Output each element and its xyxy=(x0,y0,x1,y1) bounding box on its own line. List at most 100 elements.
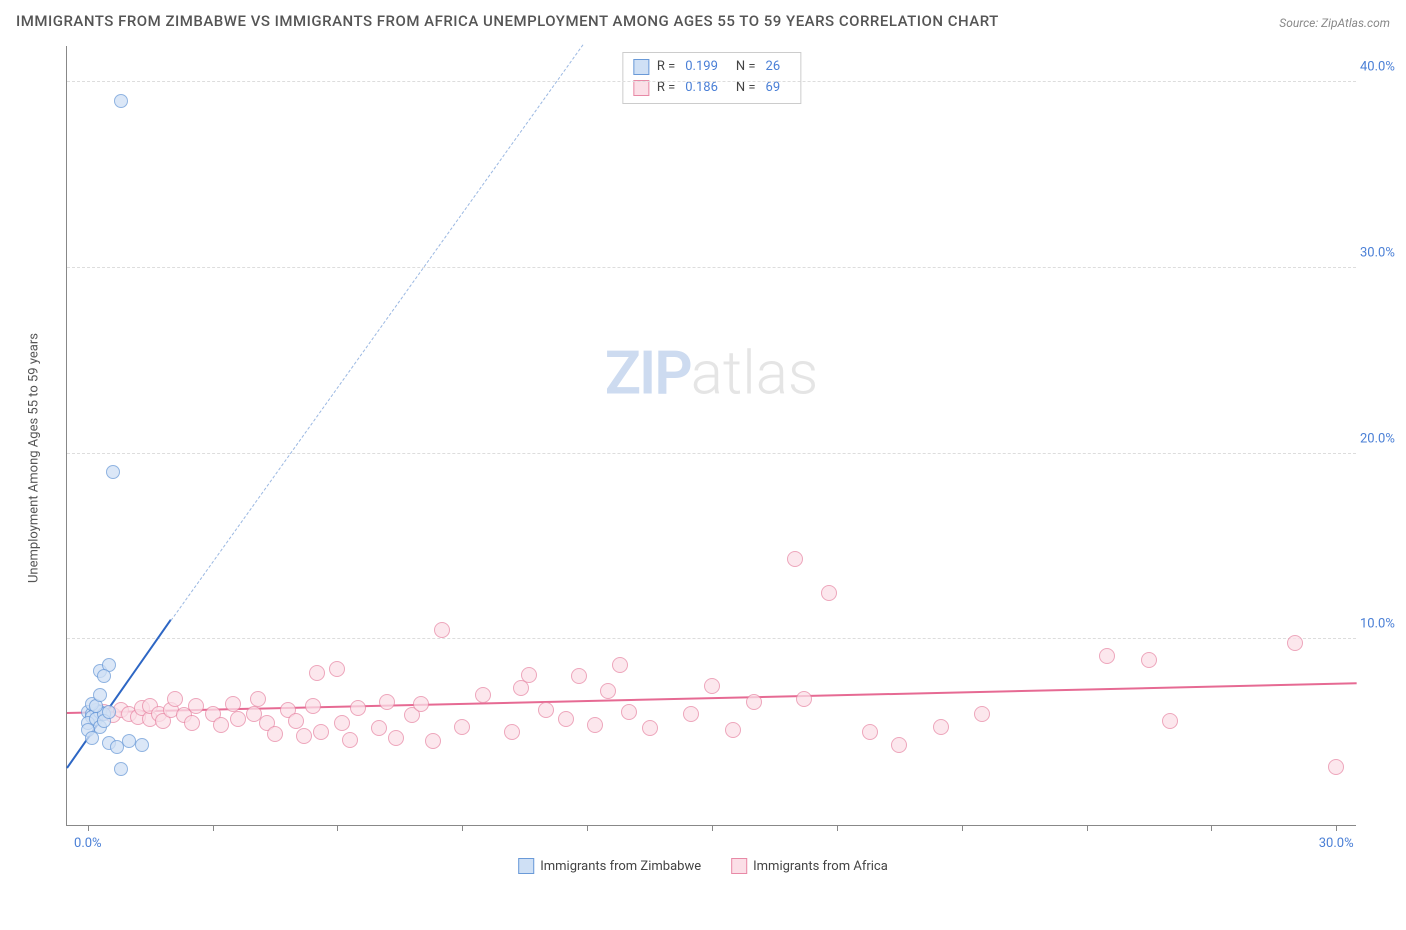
data-point-pink xyxy=(683,706,699,722)
data-point-blue xyxy=(135,738,149,752)
y-tick-label: 20.0% xyxy=(1360,431,1404,446)
gridline xyxy=(67,81,1356,82)
trend-line-extrapolated xyxy=(171,44,584,620)
y-axis-title: Unemployment Among Ages 55 to 59 years xyxy=(27,333,42,583)
plot-region: ZIPatlas R = 0.199 N = 26 R = 0.186 N = … xyxy=(66,46,1356,826)
swatch-blue xyxy=(518,858,534,874)
watermark-zip: ZIP xyxy=(605,338,691,409)
r-label: R = xyxy=(657,57,675,78)
x-minor-tick xyxy=(587,825,588,831)
data-point-pink xyxy=(329,661,345,677)
data-point-pink xyxy=(313,724,329,740)
data-point-pink xyxy=(334,715,350,731)
data-point-pink xyxy=(388,730,404,746)
n-label: N = xyxy=(736,57,756,78)
legend-item-blue: Immigrants from Zimbabwe xyxy=(518,858,701,874)
chart-header: IMMIGRANTS FROM ZIMBABWE VS IMMIGRANTS F… xyxy=(16,12,1390,30)
y-tick-label: 40.0% xyxy=(1360,60,1404,75)
y-tick-label: 30.0% xyxy=(1360,245,1404,260)
gridline xyxy=(67,638,1356,639)
data-point-pink xyxy=(342,732,358,748)
data-point-pink xyxy=(425,733,441,749)
data-point-pink xyxy=(267,726,283,742)
data-point-pink xyxy=(1328,759,1344,775)
data-point-pink xyxy=(305,698,321,714)
data-point-pink xyxy=(891,737,907,753)
data-point-pink xyxy=(521,667,537,683)
x-tick-label: 0.0% xyxy=(74,836,102,851)
legend-label-blue: Immigrants from Zimbabwe xyxy=(540,859,701,874)
data-point-pink xyxy=(230,711,246,727)
watermark: ZIPatlas xyxy=(605,338,819,409)
data-point-pink xyxy=(821,585,837,601)
data-point-pink xyxy=(1287,635,1303,651)
data-point-pink xyxy=(600,683,616,699)
data-point-pink xyxy=(475,687,491,703)
blue-r-value: 0.199 xyxy=(685,57,718,78)
watermark-atlas: atlas xyxy=(691,338,819,409)
source-attribution: Source: ZipAtlas.com xyxy=(1279,16,1390,30)
data-point-pink xyxy=(454,719,470,735)
data-point-pink xyxy=(621,704,637,720)
x-minor-tick xyxy=(213,825,214,831)
data-point-pink xyxy=(642,720,658,736)
data-point-pink xyxy=(184,715,200,731)
x-minor-tick xyxy=(462,825,463,831)
data-point-blue xyxy=(102,705,116,719)
x-minor-tick xyxy=(1211,825,1212,831)
data-point-pink xyxy=(558,711,574,727)
data-point-pink xyxy=(862,724,878,740)
x-minor-tick xyxy=(337,825,338,831)
data-point-pink xyxy=(213,717,229,733)
x-tick-label: 30.0% xyxy=(1319,836,1354,851)
data-point-blue xyxy=(106,465,120,479)
data-point-pink xyxy=(379,694,395,710)
data-point-pink xyxy=(725,722,741,738)
data-point-pink xyxy=(309,665,325,681)
series-legend: Immigrants from Zimbabwe Immigrants from… xyxy=(518,858,888,874)
data-point-pink xyxy=(746,694,762,710)
data-point-pink xyxy=(974,706,990,722)
data-point-pink xyxy=(188,698,204,714)
data-point-pink xyxy=(371,720,387,736)
data-point-pink xyxy=(933,719,949,735)
data-point-blue xyxy=(85,731,99,745)
swatch-pink xyxy=(731,858,747,874)
gridline xyxy=(67,453,1356,454)
data-point-pink xyxy=(250,691,266,707)
chart-area: Unemployment Among Ages 55 to 59 years Z… xyxy=(16,38,1390,878)
data-point-pink xyxy=(787,551,803,567)
stats-legend: R = 0.199 N = 26 R = 0.186 N = 69 xyxy=(622,52,801,104)
data-point-pink xyxy=(587,717,603,733)
data-point-pink xyxy=(350,700,366,716)
data-point-pink xyxy=(704,678,720,694)
gridline xyxy=(67,267,1356,268)
data-point-pink xyxy=(571,668,587,684)
data-point-pink xyxy=(796,691,812,707)
chart-title: IMMIGRANTS FROM ZIMBABWE VS IMMIGRANTS F… xyxy=(16,12,999,30)
legend-label-pink: Immigrants from Africa xyxy=(753,859,888,874)
data-point-pink xyxy=(1141,652,1157,668)
y-tick-label: 10.0% xyxy=(1360,617,1404,632)
data-point-pink xyxy=(434,622,450,638)
data-point-pink xyxy=(1162,713,1178,729)
x-minor-tick xyxy=(962,825,963,831)
data-point-blue xyxy=(93,688,107,702)
legend-item-pink: Immigrants from Africa xyxy=(731,858,888,874)
data-point-pink xyxy=(612,657,628,673)
stats-row-blue: R = 0.199 N = 26 xyxy=(633,57,790,78)
x-minor-tick xyxy=(837,825,838,831)
data-point-pink xyxy=(413,696,429,712)
data-point-blue xyxy=(114,762,128,776)
data-point-blue xyxy=(97,669,111,683)
x-minor-tick xyxy=(712,825,713,831)
data-point-pink xyxy=(296,728,312,744)
data-point-pink xyxy=(288,713,304,729)
swatch-pink xyxy=(633,80,649,96)
data-point-pink xyxy=(1099,648,1115,664)
data-point-pink xyxy=(504,724,520,740)
swatch-blue xyxy=(633,59,649,75)
data-point-pink xyxy=(225,696,241,712)
x-minor-tick xyxy=(1087,825,1088,831)
data-point-blue xyxy=(114,94,128,108)
